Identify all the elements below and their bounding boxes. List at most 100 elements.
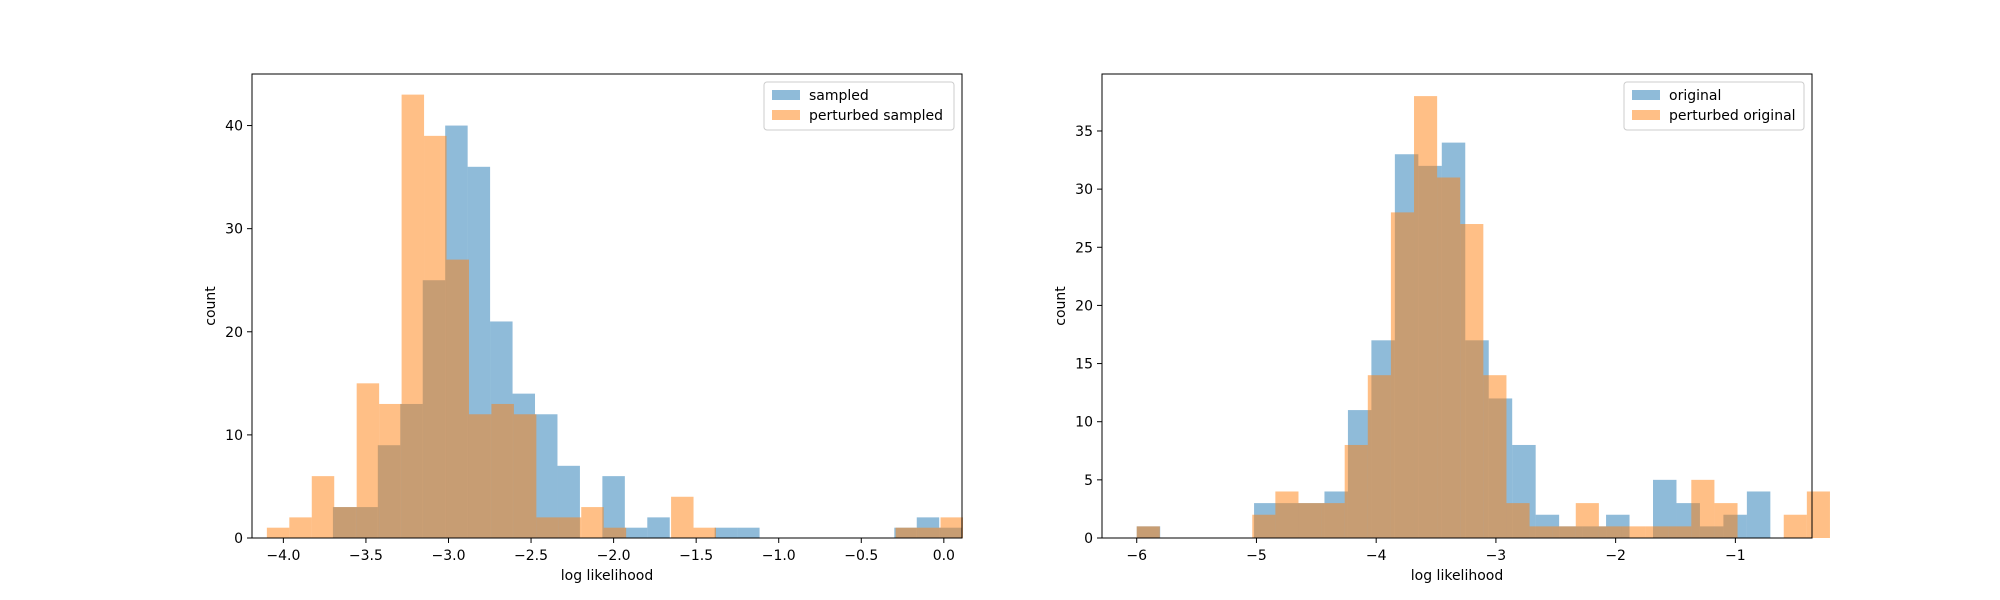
histogram-bar: [1483, 375, 1507, 538]
series-1-bars: [1136, 96, 1830, 538]
legend: original perturbed original: [1623, 81, 1805, 131]
y-tick-label: 0: [1084, 531, 1093, 547]
histogram-bar: [535, 414, 558, 538]
x-tick-label: −1.0: [762, 548, 796, 564]
x-tick-label: −3: [1486, 548, 1507, 564]
histogram-bar: [1621, 526, 1646, 538]
histogram-bar: [1298, 503, 1322, 538]
y-tick-label: 30: [225, 222, 243, 238]
legend-swatch: [1632, 110, 1660, 120]
histogram-bar: [446, 259, 469, 538]
histogram-bar: [401, 94, 425, 539]
histogram-bar: [513, 414, 537, 538]
histogram-bar: [1136, 526, 1160, 538]
x-tick-label: −4: [1366, 548, 1387, 564]
legend-label: perturbed original: [1669, 108, 1796, 124]
histogram-bar: [1806, 491, 1830, 538]
y-tick-label: 0: [234, 531, 243, 547]
legend-label: sampled: [809, 88, 869, 104]
histogram-bar: [671, 496, 694, 538]
y-tick-label: 35: [1075, 124, 1093, 140]
histogram-bar: [1367, 375, 1391, 538]
histogram-bar: [602, 476, 625, 538]
histogram-bar: [918, 527, 941, 538]
histogram-bar: [737, 527, 760, 538]
histogram-bar: [693, 527, 716, 538]
histogram-bar: [940, 517, 963, 538]
legend: sampled perturbed sampled: [763, 81, 955, 131]
histogram-bar: [1714, 503, 1738, 538]
histogram-bar: [1691, 479, 1715, 538]
histogram-bar: [536, 517, 559, 538]
left-histogram-panel: −4.0 −3.5 −3.0 −2.5 −2.0 −1.5 −1.0 −0.5 0.0 0 10 20…: [203, 73, 963, 584]
y-tick-label: 10: [225, 428, 243, 444]
x-tick-label: −3.0: [431, 548, 465, 564]
legend-label: perturbed sampled: [809, 108, 943, 124]
y-axis-label: count: [203, 286, 219, 326]
legend-box: [1623, 81, 1805, 131]
histogram-bar: [491, 403, 514, 538]
histogram-bar: [1460, 224, 1484, 538]
axes-frame: [251, 73, 963, 539]
x-tick-label: −2.0: [597, 548, 631, 564]
histogram-bar: [1668, 526, 1692, 538]
histogram-bar: [379, 403, 402, 538]
histogram-bar: [356, 383, 380, 538]
histogram-bar: [603, 527, 627, 538]
histogram-bar: [1746, 491, 1771, 538]
histogram-bar: [289, 517, 312, 538]
histogram-bar: [895, 527, 919, 538]
x-tick-label: −0.5: [844, 548, 878, 564]
histogram-bar: [1506, 503, 1530, 538]
histogram-bar: [266, 527, 290, 538]
axes-frame: [1101, 73, 1813, 539]
histogram-bar: [1390, 212, 1415, 538]
right-histogram-panel: −6 −5 −4 −3 −2 −1 0 5 10 15 20 25 30 35 log likelihood…: [1053, 73, 1830, 584]
histogram-bar: [1344, 444, 1368, 538]
histogram-bar: [624, 527, 648, 538]
histogram-bar: [1252, 514, 1276, 538]
histogram-bar: [1575, 503, 1599, 538]
y-tick-label: 40: [225, 119, 243, 135]
y-tick-label: 5: [1084, 473, 1093, 489]
histogram-bar: [647, 517, 670, 538]
x-tick-label: −2.5: [514, 548, 548, 564]
histogram-bar: [1598, 526, 1622, 538]
histogram-bar: [1321, 503, 1345, 538]
histogram-bar: [1552, 526, 1576, 538]
histogram-bar: [334, 507, 357, 538]
histogram-bar: [1529, 526, 1553, 538]
histogram-bar: [1275, 491, 1299, 538]
histogram-bar: [558, 517, 582, 538]
histogram-bar: [714, 527, 738, 538]
y-axis-label: count: [1053, 286, 1069, 326]
histogram-bar: [1414, 96, 1438, 538]
y-tick-label: 10: [1075, 415, 1093, 431]
histogram-bar: [1783, 514, 1807, 538]
legend-swatch: [772, 110, 800, 120]
histogram-bar: [1437, 177, 1461, 538]
histogram-bar: [1645, 526, 1669, 538]
legend-swatch: [1632, 90, 1660, 100]
x-axis-label: log likelihood: [1411, 568, 1503, 584]
histogram-bar: [581, 507, 604, 538]
y-tick-label: 25: [1075, 240, 1093, 256]
x-tick-label: −5: [1246, 548, 1267, 564]
x-tick-label: −4.0: [266, 548, 300, 564]
legend-swatch: [772, 90, 800, 100]
y-tick-label: 30: [1075, 182, 1093, 198]
y-tick-label: 20: [225, 325, 243, 341]
y-tick-label: 15: [1075, 357, 1093, 373]
x-tick-label: −6: [1126, 548, 1147, 564]
x-axis-label: log likelihood: [561, 568, 653, 584]
legend-box: [763, 81, 955, 131]
histogram-bar: [1653, 479, 1677, 538]
histogram-bar: [468, 414, 492, 538]
x-tick-label: −3.5: [349, 548, 383, 564]
x-tick-label: −1.5: [679, 548, 713, 564]
x-tick-label: −1: [1725, 548, 1746, 564]
x-tick-label: 0.0: [933, 548, 955, 564]
y-tick-label: 20: [1075, 298, 1093, 314]
legend-label: original: [1669, 88, 1721, 104]
